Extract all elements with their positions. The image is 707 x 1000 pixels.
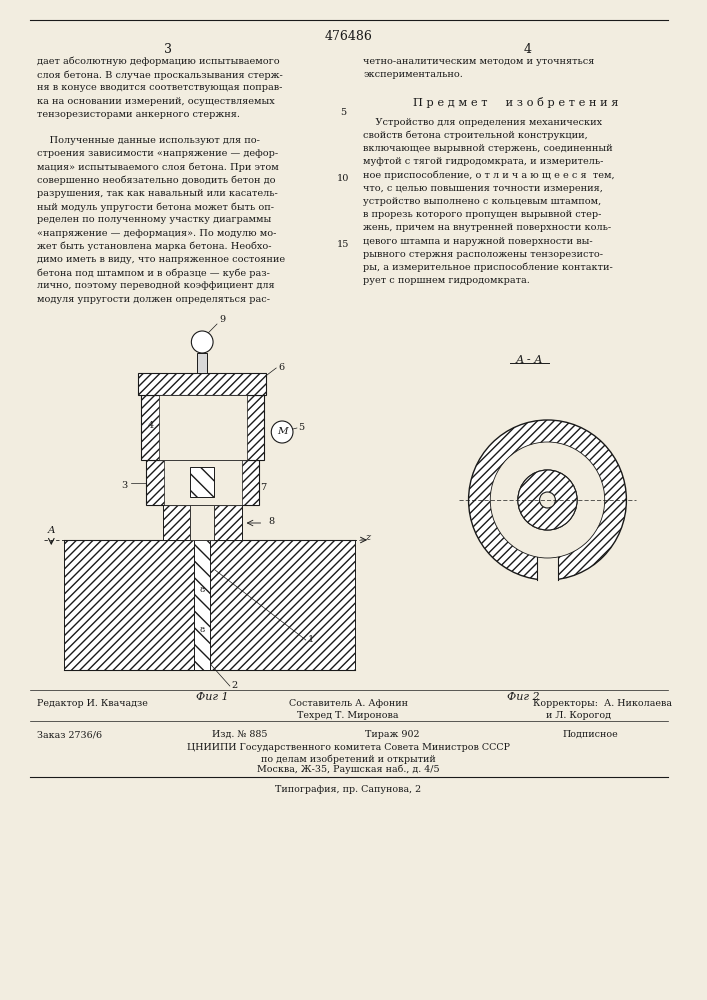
- Text: 5: 5: [298, 422, 304, 432]
- Text: 8: 8: [199, 586, 205, 594]
- Text: устройство выполнено с кольцевым штампом,: устройство выполнено с кольцевым штампом…: [363, 197, 601, 206]
- Text: 1: 1: [308, 636, 314, 645]
- Text: Устройство для определения механических: Устройство для определения механических: [363, 118, 602, 127]
- Bar: [164, 460, 242, 505]
- Text: Типография, пр. Сапунова, 2: Типография, пр. Сапунова, 2: [275, 785, 421, 794]
- Text: Фиг 1: Фиг 1: [196, 692, 228, 702]
- Text: в прорезь которого пропущен вырывной стер-: в прорезь которого пропущен вырывной сте…: [363, 210, 602, 219]
- Text: Фиг 2: Фиг 2: [506, 692, 539, 702]
- Bar: [537, 530, 559, 582]
- Text: A: A: [47, 526, 55, 535]
- Text: ры, а измерительное приспособление контакти-: ры, а измерительное приспособление конта…: [363, 263, 613, 272]
- Text: «напряжение — деформация». По модулю мо-: «напряжение — деформация». По модулю мо-: [37, 229, 277, 238]
- Text: 10: 10: [337, 174, 349, 183]
- Text: Корректоры:  А. Николаева: Корректоры: А. Николаева: [532, 699, 672, 708]
- Text: Составитель А. Афонин: Составитель А. Афонин: [288, 699, 408, 708]
- Text: четно-аналитическим методом и уточняться: четно-аналитическим методом и уточняться: [363, 57, 595, 66]
- Circle shape: [271, 421, 293, 443]
- Text: рывного стержня расположены тензорезисто-: рывного стержня расположены тензорезисто…: [363, 250, 603, 259]
- Bar: [138, 373, 267, 395]
- Text: слоя бетона. В случае проскальзывания стерж-: слоя бетона. В случае проскальзывания ст…: [37, 70, 284, 80]
- Text: 15: 15: [337, 240, 349, 249]
- Circle shape: [539, 492, 556, 508]
- Bar: [64, 540, 355, 670]
- Text: 9: 9: [219, 315, 225, 324]
- Bar: [194, 540, 210, 670]
- Bar: [197, 353, 207, 373]
- Text: 3: 3: [164, 43, 172, 56]
- Text: экспериментально.: экспериментально.: [363, 70, 463, 79]
- Text: Полученные данные используют для по-: Полученные данные используют для по-: [37, 136, 260, 145]
- Text: Подписное: Подписное: [562, 730, 618, 739]
- Bar: [146, 460, 259, 505]
- Text: 8: 8: [199, 626, 205, 634]
- Bar: [141, 395, 264, 460]
- Text: M: M: [277, 428, 288, 436]
- Text: строения зависимости «напряжение — дефор-: строения зависимости «напряжение — дефор…: [37, 149, 279, 158]
- Text: тензорезисторами анкерного стержня.: тензорезисторами анкерного стержня.: [37, 110, 240, 119]
- Text: димо иметь в виду, что напряженное состояние: димо иметь в виду, что напряженное состо…: [37, 255, 286, 264]
- Text: свойств бетона строительной конструкции,: свойств бетона строительной конструкции,: [363, 131, 588, 140]
- Text: А - А: А - А: [516, 355, 544, 365]
- Bar: [159, 395, 247, 460]
- Text: бетона под штампом и в образце — кубе раз-: бетона под штампом и в образце — кубе ра…: [37, 268, 270, 278]
- Text: 476486: 476486: [325, 30, 372, 43]
- Text: дает абсолютную деформацию испытываемого: дает абсолютную деформацию испытываемого: [37, 57, 280, 66]
- Text: 2: 2: [232, 682, 238, 690]
- Text: ка на основании измерений, осуществляемых: ка на основании измерений, осуществляемы…: [37, 97, 275, 106]
- Text: и Л. Корогод: и Л. Корогод: [547, 711, 612, 720]
- Text: включающее вырывной стержень, соединенный: включающее вырывной стержень, соединенны…: [363, 144, 613, 153]
- Text: лично, поэтому переводной коэффициент для: лично, поэтому переводной коэффициент дл…: [37, 281, 275, 290]
- Circle shape: [469, 420, 626, 580]
- Text: Изд. № 885: Изд. № 885: [212, 730, 267, 739]
- Text: Редактор И. Квачадзе: Редактор И. Квачадзе: [37, 699, 148, 708]
- Text: жень, причем на внутренней поверхности коль-: жень, причем на внутренней поверхности к…: [363, 223, 611, 232]
- Text: разрушения, так как навальный или касатель-: разрушения, так как навальный или касате…: [37, 189, 279, 198]
- Text: ное приспособление, о т л и ч а ю щ е е с я  тем,: ное приспособление, о т л и ч а ю щ е е …: [363, 171, 614, 180]
- Text: рует с поршнем гидродомкрата.: рует с поршнем гидродомкрата.: [363, 276, 530, 285]
- Text: 4: 4: [148, 420, 154, 430]
- Text: ня в конусе вводится соответствующая поправ-: ня в конусе вводится соответствующая поп…: [37, 83, 283, 92]
- Text: Техред Т. Миронова: Техред Т. Миронова: [298, 711, 399, 720]
- Text: модуля упругости должен определяться рас-: модуля упругости должен определяться рас…: [37, 295, 271, 304]
- Text: Заказ 2736/6: Заказ 2736/6: [37, 730, 103, 739]
- Circle shape: [518, 470, 577, 530]
- Text: 7: 7: [260, 483, 267, 491]
- Text: ЦНИИПИ Государственного комитета Совета Министров СССР: ЦНИИПИ Государственного комитета Совета …: [187, 743, 510, 752]
- Bar: [163, 505, 190, 540]
- Text: 8: 8: [268, 516, 274, 526]
- Bar: [190, 467, 214, 497]
- Text: z: z: [365, 532, 370, 542]
- Text: 6: 6: [278, 363, 284, 372]
- Text: 3: 3: [121, 481, 127, 489]
- Circle shape: [518, 470, 577, 530]
- Text: ределен по полученному участку диаграммы: ределен по полученному участку диаграммы: [37, 215, 271, 224]
- Bar: [190, 505, 214, 540]
- Circle shape: [490, 442, 604, 558]
- Text: 5: 5: [340, 108, 346, 117]
- Text: совершенно необязательно доводить бетон до: совершенно необязательно доводить бетон …: [37, 176, 276, 185]
- Text: что, с целью повышения точности измерения,: что, с целью повышения точности измерени…: [363, 184, 603, 193]
- Text: муфтой с тягой гидродомкрата, и измеритель-: муфтой с тягой гидродомкрата, и измерите…: [363, 157, 603, 166]
- Text: мация» испытываемого слоя бетона. При этом: мация» испытываемого слоя бетона. При эт…: [37, 163, 279, 172]
- Text: по делам изобретений и открытий: по делам изобретений и открытий: [261, 754, 436, 764]
- Text: Москва, Ж-35, Раушская наб., д. 4/5: Москва, Ж-35, Раушская наб., д. 4/5: [257, 765, 440, 774]
- Text: цевого штампа и наружной поверхности вы-: цевого штампа и наружной поверхности вы-: [363, 237, 592, 246]
- Text: ный модуль упругости бетона может быть оп-: ный модуль упругости бетона может быть о…: [37, 202, 274, 212]
- Text: Тираж 902: Тираж 902: [365, 730, 419, 739]
- Text: 4: 4: [524, 43, 532, 56]
- Text: П р е д м е т     и з о б р е т е н и я: П р е д м е т и з о б р е т е н и я: [413, 97, 619, 108]
- Bar: [214, 505, 242, 540]
- Circle shape: [192, 331, 213, 353]
- Text: жет быть установлена марка бетона. Необхо-: жет быть установлена марка бетона. Необх…: [37, 242, 272, 251]
